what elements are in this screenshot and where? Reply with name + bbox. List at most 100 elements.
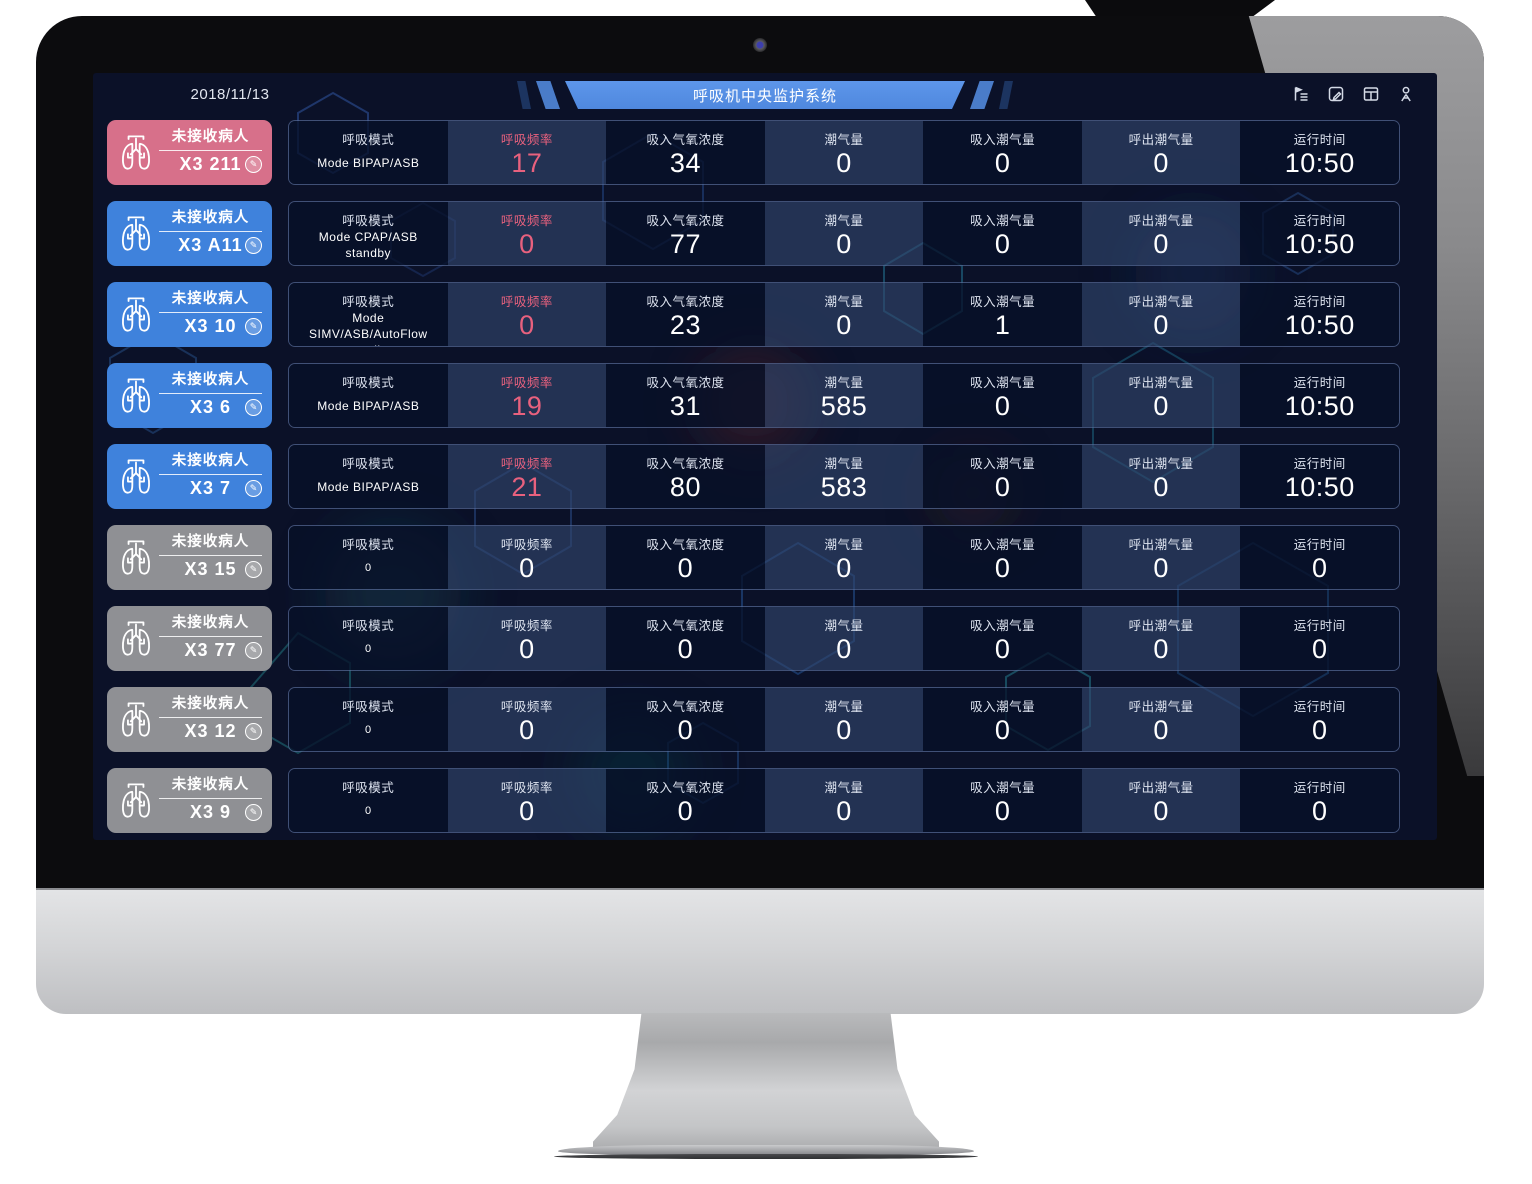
patient-card[interactable]: 未接收病人 X3 10 ✎	[107, 282, 272, 347]
patient-id: X3 10	[184, 316, 237, 337]
app-screen: 2018/11/13 呼吸机中央监护系统	[93, 73, 1437, 840]
patient-row: 未接收病人 X3 77 ✎ 呼吸模式 0 呼吸频率 0 吸入气氧浓度 0	[107, 606, 1400, 671]
patient-row: 未接收病人 X3 211 ✎ 呼吸模式 Mode BIPAP/ASB 呼吸频率 …	[107, 120, 1400, 185]
edit-badge-icon[interactable]: ✎	[245, 804, 262, 822]
card-status-label: 未接收病人	[171, 777, 250, 794]
cell-exhaled-tidal-volume: 呼出潮气量 0	[1081, 688, 1241, 751]
patient-rows: 未接收病人 X3 211 ✎ 呼吸模式 Mode BIPAP/ASB 呼吸频率 …	[107, 120, 1400, 833]
cell-mode: 呼吸模式 Mode CPAP/ASB standby	[289, 202, 448, 265]
layout-columns-icon[interactable]	[1362, 85, 1380, 103]
card-status-label: 未接收病人	[171, 696, 250, 713]
lungs-icon	[113, 375, 159, 417]
patient-card[interactable]: 未接收病人 X3 7 ✎	[107, 444, 272, 509]
patient-card[interactable]: 未接收病人 X3 12 ✎	[107, 687, 272, 752]
patient-card[interactable]: 未接收病人 X3 6 ✎	[107, 363, 272, 428]
user-icon[interactable]	[1397, 85, 1415, 103]
edit-badge-icon[interactable]: ✎	[245, 642, 262, 660]
vitals-panel: 呼吸模式 Mode SIMV/ASB/AutoFlow standby 呼吸频率…	[288, 282, 1400, 347]
cell-exhaled-tidal-volume: 呼出潮气量 0	[1081, 607, 1241, 670]
vitals-panel: 呼吸模式 0 呼吸频率 0 吸入气氧浓度 0 潮气量 0 吸入潮气量 0 呼出潮…	[288, 687, 1400, 752]
cell-runtime: 运行时间 10:50	[1240, 121, 1399, 184]
header-toolbar	[1292, 85, 1415, 103]
title-banner-group: 呼吸机中央监护系统	[517, 81, 1013, 109]
patient-card[interactable]: 未接收病人 X3 15 ✎	[107, 525, 272, 590]
lungs-icon	[113, 780, 159, 822]
cell-fio2: 吸入气氧浓度 0	[606, 607, 765, 670]
cell-inhaled-tidal-volume: 吸入潮气量 0	[923, 526, 1082, 589]
lungs-icon	[113, 537, 159, 579]
lungs-icon	[113, 618, 159, 660]
banner-stripe-dark-left	[517, 81, 531, 109]
cell-tidal-volume: 潮气量 585	[764, 364, 924, 427]
card-info: 未接收病人 X3 15 ✎	[159, 535, 262, 580]
edit-badge-icon[interactable]: ✎	[245, 237, 262, 255]
lungs-icon	[113, 213, 159, 255]
cell-exhaled-tidal-volume: 呼出潮气量 0	[1081, 283, 1241, 346]
patient-card[interactable]: 未接收病人 X3 211 ✎	[107, 120, 272, 185]
cell-mode: 呼吸模式 0	[289, 688, 448, 751]
patient-card[interactable]: 未接收病人 X3 A11 ✎	[107, 201, 272, 266]
patient-card[interactable]: 未接收病人 X3 9 ✎	[107, 768, 272, 833]
cell-inhaled-tidal-volume: 吸入潮气量 0	[923, 202, 1082, 265]
cell-exhaled-tidal-volume: 呼出潮气量 0	[1081, 202, 1241, 265]
edit-badge-icon[interactable]: ✎	[245, 399, 262, 417]
vitals-panel: 呼吸模式 0 呼吸频率 0 吸入气氧浓度 0 潮气量 0 吸入潮气量 0 呼出潮…	[288, 768, 1400, 833]
patient-id: X3 6	[189, 397, 232, 418]
cell-tidal-volume: 潮气量 0	[764, 121, 924, 184]
banner-stripe-dark-right	[999, 81, 1013, 109]
cell-fio2: 吸入气氧浓度 0	[606, 688, 765, 751]
card-divider	[159, 716, 262, 718]
patient-row: 未接收病人 X3 12 ✎ 呼吸模式 0 呼吸频率 0 吸入气氧浓度 0	[107, 687, 1400, 752]
card-divider	[159, 554, 262, 556]
cell-mode: 呼吸模式 Mode BIPAP/ASB	[289, 121, 448, 184]
patient-card[interactable]: 未接收病人 X3 77 ✎	[107, 606, 272, 671]
monitor-stand-foot	[558, 1145, 974, 1155]
cell-tidal-volume: 潮气量 0	[764, 607, 924, 670]
photo-shadow-wedge	[1085, 0, 1275, 17]
edit-badge-icon[interactable]: ✎	[245, 723, 262, 741]
cell-runtime: 运行时间 0	[1240, 607, 1399, 670]
cell-inhaled-tidal-volume: 吸入潮气量 0	[923, 688, 1082, 751]
card-divider	[159, 230, 262, 232]
cell-respiratory-rate: 呼吸频率 0	[447, 202, 607, 265]
cell-mode: 呼吸模式 Mode BIPAP/ASB	[289, 445, 448, 508]
cell-respiratory-rate: 呼吸频率 0	[447, 769, 607, 832]
page-title: 呼吸机中央监护系统	[565, 81, 965, 109]
edit-badge-icon[interactable]: ✎	[245, 318, 262, 336]
monitor-stand	[593, 1013, 939, 1147]
banner-stripe-blue-right	[970, 81, 994, 109]
cell-respiratory-rate: 呼吸频率 17	[447, 121, 607, 184]
card-status-label: 未接收病人	[171, 291, 250, 308]
cell-runtime: 运行时间 0	[1240, 769, 1399, 832]
cell-tidal-volume: 潮气量 0	[764, 202, 924, 265]
edit-note-icon[interactable]	[1327, 85, 1345, 103]
vitals-panel: 呼吸模式 0 呼吸频率 0 吸入气氧浓度 0 潮气量 0 吸入潮气量 0 呼出潮…	[288, 525, 1400, 590]
cell-respiratory-rate: 呼吸频率 0	[447, 607, 607, 670]
vitals-panel: 呼吸模式 0 呼吸频率 0 吸入气氧浓度 0 潮气量 0 吸入潮气量 0 呼出潮…	[288, 606, 1400, 671]
edit-badge-icon[interactable]: ✎	[245, 480, 262, 498]
app-header: 2018/11/13 呼吸机中央监护系统	[93, 73, 1437, 119]
patient-row: 未接收病人 X3 10 ✎ 呼吸模式 Mode SIMV/ASB/AutoFlo…	[107, 282, 1400, 347]
cell-inhaled-tidal-volume: 吸入潮气量 0	[923, 769, 1082, 832]
card-status-label: 未接收病人	[171, 129, 250, 146]
card-info: 未接收病人 X3 6 ✎	[159, 373, 262, 418]
card-info: 未接收病人 X3 10 ✎	[159, 292, 262, 337]
cell-respiratory-rate: 呼吸频率 0	[447, 283, 607, 346]
cell-inhaled-tidal-volume: 吸入潮气量 0	[923, 445, 1082, 508]
tree-menu-icon[interactable]	[1292, 85, 1310, 103]
card-info: 未接收病人 X3 A11 ✎	[159, 211, 262, 256]
card-status-label: 未接收病人	[171, 615, 250, 632]
card-info: 未接收病人 X3 12 ✎	[159, 697, 262, 742]
monitor-stand-base	[554, 1154, 978, 1159]
card-status-label: 未接收病人	[171, 453, 250, 470]
cell-runtime: 运行时间 10:50	[1240, 364, 1399, 427]
cell-runtime: 运行时间 0	[1240, 526, 1399, 589]
cell-mode: 呼吸模式 0	[289, 769, 448, 832]
edit-badge-icon[interactable]: ✎	[245, 561, 262, 579]
edit-badge-icon[interactable]: ✎	[245, 156, 262, 174]
cell-tidal-volume: 潮气量 0	[764, 283, 924, 346]
cell-fio2: 吸入气氧浓度 80	[606, 445, 765, 508]
lungs-icon	[113, 456, 159, 498]
cell-tidal-volume: 潮气量 0	[764, 526, 924, 589]
cell-inhaled-tidal-volume: 吸入潮气量 0	[923, 607, 1082, 670]
